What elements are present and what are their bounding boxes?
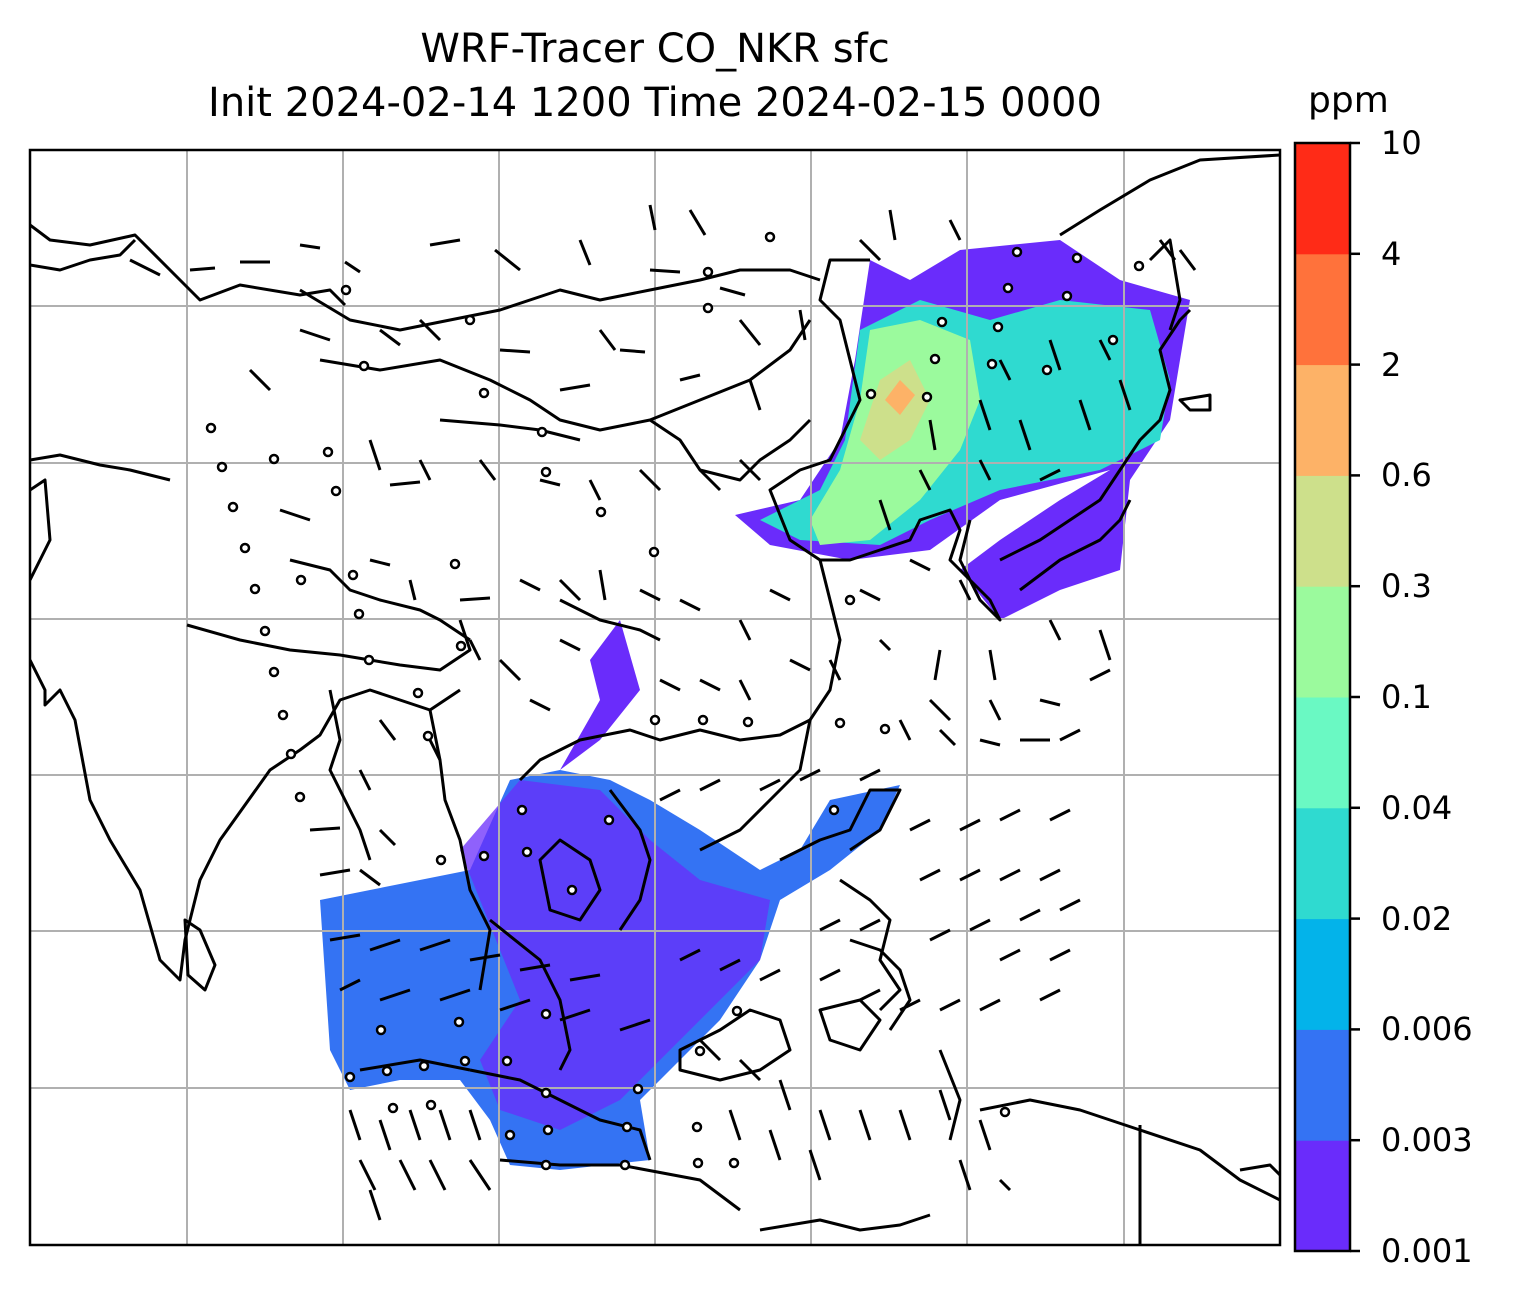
colorbar-segment [1295, 143, 1350, 255]
colorbar-tick-label: 0.001 [1381, 1232, 1473, 1270]
tracer-region-hotspot-core [885, 380, 915, 415]
colorbar-unit: ppm [1308, 80, 1389, 121]
colorbar-segment [1295, 1140, 1350, 1252]
map-frame [28, 148, 1282, 1247]
colorbar-segment [1295, 918, 1350, 1030]
colorbar-segment [1295, 253, 1350, 366]
gridlines [30, 150, 1280, 1245]
colorbar-segment [1295, 364, 1350, 476]
colorbar-tick-label: 0.003 [1381, 1121, 1473, 1160]
colorbar-tick-label: 0.1 [1381, 678, 1432, 716]
coastlines [30, 153, 1280, 1245]
tracer-region-sumatra [460, 780, 770, 1130]
colorbar-tick-label: 0.04 [1381, 788, 1453, 827]
wind-barbs [129, 204, 1197, 1221]
colorbar-tick-label: 0.02 [1381, 899, 1453, 938]
colorbar-segment [1295, 475, 1350, 587]
colorbar [1293, 141, 1360, 1253]
colorbar-segment [1295, 586, 1350, 698]
calm-wind-markers [205, 231, 1145, 1171]
tracer-region-south-china-edge [560, 620, 640, 770]
map-title: WRF-Tracer CO_NKR sfc [420, 26, 890, 72]
colorbar-tick-label: 2 [1381, 345, 1402, 384]
colorbar-segment [1295, 697, 1350, 809]
colorbar-tick-label: 0.006 [1381, 1010, 1473, 1049]
colorbar-segment [1295, 807, 1350, 920]
colorbar-segment [1295, 1029, 1350, 1141]
colorbar-tick-label: 4 [1381, 234, 1402, 273]
colorbar-tick-label: 0.6 [1381, 456, 1432, 495]
colorbar-tick-label: 10 [1381, 124, 1422, 162]
colorbar-tick-label: 0.3 [1381, 567, 1432, 606]
map-subtitle: Init 2024-02-14 1200 Time 2024-02-15 000… [208, 80, 1102, 126]
